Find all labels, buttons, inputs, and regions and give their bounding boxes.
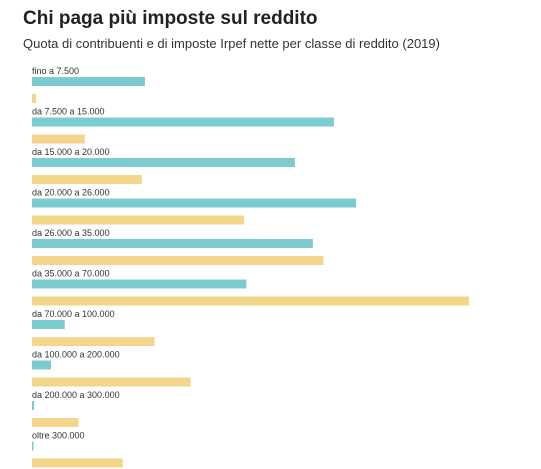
chart-subtitle: Quota di contribuenti e di imposte Irpef… [23,36,440,51]
chart-title: Chi paga più imposte sul reddito [23,8,318,29]
category-label: da 26.000 a 35.000 [32,228,110,238]
bar-series-2 [32,458,123,468]
category-label: da 200.000 a 300.000 [32,390,120,400]
bar-series-1 [32,198,357,208]
category-label: oltre 300.000 [32,431,85,441]
bar-series-1 [32,441,34,451]
category-label: da 35.000 a 70.000 [32,269,110,279]
bar-series-1 [32,401,35,410]
bar-series-2 [32,418,79,427]
bar-series-1 [32,320,65,329]
category-label: da 70.000 a 100.000 [32,309,115,319]
bar-series-2 [32,377,191,387]
bar-series-1 [32,360,52,370]
bar-series-2 [32,215,245,225]
bar-series-2 [32,337,155,346]
category-label: da 100.000 a 200.000 [32,350,120,360]
bar-series-1 [32,117,334,127]
bar-series-1 [32,239,313,248]
bar-series-2 [32,134,85,144]
bar-series-1 [32,158,295,167]
category-label: da 20.000 a 26.000 [32,188,110,198]
bar-series-2 [32,94,37,103]
bar-series-1 [32,279,247,289]
bar-series-2 [32,296,470,306]
bar-series-1 [32,77,145,86]
bar-series-2 [32,256,324,265]
category-label: fino a 7.500 [32,66,79,76]
category-label: da 15.000 a 20.000 [32,147,110,157]
bar-series-2 [32,175,142,184]
category-label: da 7.500 a 15.000 [32,107,105,117]
